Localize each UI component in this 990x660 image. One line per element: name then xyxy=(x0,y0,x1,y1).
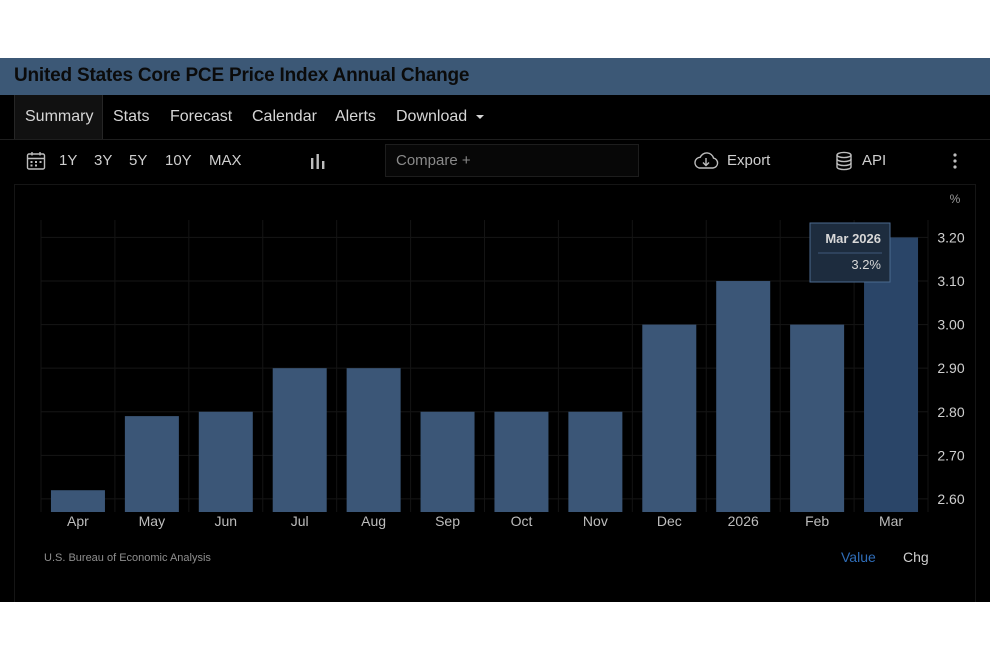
y-axis-labels: 3.20 3.10 3.00 2.90 2.80 2.70 2.60 xyxy=(937,229,964,506)
x-tick-label: May xyxy=(139,513,165,529)
y-tick-label: 2.70 xyxy=(937,447,964,463)
tab-stats[interactable]: Stats xyxy=(113,95,149,139)
chart-widget: United States Core PCE Price Index Annua… xyxy=(0,58,990,602)
bar-mar[interactable] xyxy=(864,237,919,512)
tooltip-value: 3.2% xyxy=(851,257,881,272)
x-tick-label: Aug xyxy=(361,513,386,529)
x-tick-label: Oct xyxy=(511,513,533,529)
cloud-download-icon[interactable] xyxy=(693,152,719,170)
x-tick-label: Nov xyxy=(583,513,608,529)
bar-sep[interactable] xyxy=(420,411,475,512)
tab-summary[interactable]: Summary xyxy=(14,95,103,139)
x-tick-label: 2026 xyxy=(728,513,759,529)
bar-dec[interactable] xyxy=(642,324,697,512)
y-tick-label: 2.60 xyxy=(937,491,964,507)
chevron-down-icon xyxy=(476,114,485,119)
y-tick-label: 3.00 xyxy=(937,317,964,333)
y-tick-label: 3.20 xyxy=(937,229,964,245)
tab-stats-label: Stats xyxy=(113,108,150,125)
y-axis-unit: % xyxy=(950,192,961,206)
bar-feb[interactable] xyxy=(790,324,845,512)
x-tick-label: Apr xyxy=(67,513,89,529)
x-tick-label: Dec xyxy=(657,513,682,529)
tab-alerts-label: Alerts xyxy=(335,108,376,125)
tab-summary-label: Summary xyxy=(25,108,94,125)
bar-jul[interactable] xyxy=(272,368,327,512)
tab-calendar[interactable]: Calendar xyxy=(252,95,317,139)
range-5y-button[interactable]: 5Y xyxy=(129,152,148,169)
tab-alerts[interactable]: Alerts xyxy=(335,95,376,139)
database-icon[interactable] xyxy=(835,151,853,171)
range-3y-button[interactable]: 3Y xyxy=(94,152,113,169)
export-button[interactable]: Export xyxy=(727,152,771,169)
compare-input[interactable]: Compare + xyxy=(385,144,639,177)
chart-tooltip: Mar 2026 3.2% xyxy=(809,222,891,283)
bar-aug[interactable] xyxy=(346,368,401,512)
x-tick-label: Jul xyxy=(291,513,309,529)
bar-oct[interactable] xyxy=(494,411,549,512)
calendar-icon[interactable] xyxy=(26,151,46,171)
bar-chart: Apr May Jun Jul Aug Sep Oct Nov Dec 2026 Feb Mar 3.… xyxy=(40,192,965,529)
tooltip-date: Mar 2026 xyxy=(825,231,881,246)
bar-apr[interactable] xyxy=(50,490,105,512)
range-10y-button[interactable]: 10Y xyxy=(165,152,192,169)
x-axis-labels: Apr May Jun Jul Aug Sep Oct Nov Dec 2026 Feb Mar xyxy=(67,513,903,529)
tab-download[interactable]: Download xyxy=(396,95,485,139)
api-button[interactable]: API xyxy=(862,152,887,169)
value-toggle[interactable]: Value xyxy=(841,549,876,565)
y-tick-label: 2.90 xyxy=(937,360,964,376)
x-tick-label: Jun xyxy=(215,513,238,529)
tab-download-label: Download xyxy=(396,108,468,125)
bar-chart-icon[interactable] xyxy=(309,152,327,170)
tab-bar: Summary Stats Forecast Calendar Alerts D… xyxy=(0,95,990,140)
bar-may[interactable] xyxy=(124,416,179,512)
chart-frame xyxy=(14,184,976,602)
chart-grid xyxy=(40,220,929,512)
y-tick-label: 3.10 xyxy=(937,273,964,289)
x-tick-label: Feb xyxy=(805,513,829,529)
bar-jun[interactable] xyxy=(198,411,253,512)
source-label: U.S. Bureau of Economic Analysis xyxy=(44,552,211,564)
y-tick-label: 2.80 xyxy=(937,404,964,420)
chg-toggle[interactable]: Chg xyxy=(903,549,929,565)
chart-bars xyxy=(50,237,919,512)
more-vertical-icon[interactable] xyxy=(951,152,959,170)
tab-calendar-label: Calendar xyxy=(252,108,317,125)
toolbar: 1Y 3Y 5Y 10Y MAX Compare + Export xyxy=(0,140,990,182)
page-title: United States Core PCE Price Index Annua… xyxy=(14,65,470,86)
range-1y-button[interactable]: 1Y xyxy=(59,152,78,169)
tab-forecast[interactable]: Forecast xyxy=(170,95,232,139)
bar-2026[interactable] xyxy=(716,281,771,512)
title-bar: United States Core PCE Price Index Annua… xyxy=(0,58,990,95)
x-tick-label: Sep xyxy=(435,513,460,529)
x-tick-label: Mar xyxy=(879,513,903,529)
bar-nov[interactable] xyxy=(568,411,623,512)
range-max-button[interactable]: MAX xyxy=(209,152,242,169)
tab-forecast-label: Forecast xyxy=(170,108,233,125)
